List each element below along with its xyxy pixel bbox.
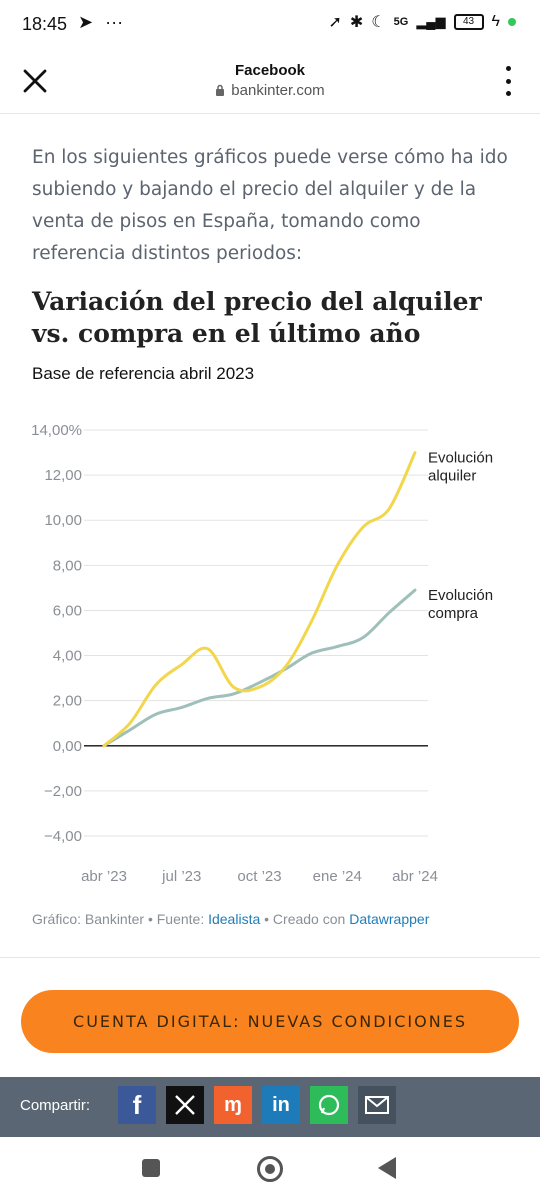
share-email-button[interactable] xyxy=(358,1086,396,1124)
battery-icon: 43 xyxy=(453,14,484,30)
menu-dot-icon xyxy=(505,66,511,71)
x-tick-label: jul ’23 xyxy=(161,868,201,885)
y-tick-label: −2,00 xyxy=(44,783,82,800)
chart-subtitle: Base de referencia abril 2023 xyxy=(32,364,255,383)
charging-icon: ϟ xyxy=(491,13,500,30)
y-tick-label: 2,00 xyxy=(53,693,82,710)
status-bar: 18:45 ➤ ··· ➚ ✱ ☾ 5G ▂▄▆ 43 ϟ xyxy=(0,0,540,48)
line-chart: 14,00% 12,00 10,00 8,00 6,00 4,00 2,00 0,00 −2,0… xyxy=(31,422,493,885)
y-tick-label: 14,00% xyxy=(31,422,82,439)
privacy-indicator-icon xyxy=(508,18,516,26)
share-label: Compartir: xyxy=(20,1097,91,1114)
more-dots-icon: ··· xyxy=(105,12,124,32)
facebook-icon: f xyxy=(132,1089,142,1120)
intro-paragraph: En los siguientes gráficos puede verse c… xyxy=(32,147,508,264)
bluetooth-icon: ✱ xyxy=(349,14,364,31)
series-label-alquiler: Evolución alquiler xyxy=(428,450,493,485)
y-tick-label: −4,00 xyxy=(44,828,82,845)
source-prefix: Gráfico: Bankinter • Fuente: xyxy=(32,911,209,927)
moon-icon: ☾ xyxy=(371,14,386,31)
source-middle: • Creado con xyxy=(260,911,350,927)
chart-source: Gráfico: Bankinter • Fuente: Idealista •… xyxy=(32,911,429,927)
y-tick-label: 12,00 xyxy=(44,467,82,484)
y-tick-label: 4,00 xyxy=(53,648,82,665)
share-facebook-button[interactable]: f xyxy=(118,1086,156,1124)
back-button[interactable] xyxy=(378,1157,396,1179)
close-button[interactable] xyxy=(18,64,52,98)
x-tick-label: ene ’24 xyxy=(313,868,362,885)
series-line-alquiler xyxy=(102,451,417,748)
share-meneame-button[interactable]: ɱ xyxy=(214,1086,252,1124)
battery-level: 43 xyxy=(462,16,475,27)
x-tick-label: abr ’24 xyxy=(392,868,438,885)
share-linkedin-button[interactable]: in xyxy=(262,1086,300,1124)
divider xyxy=(0,957,540,958)
url-text: bankinter.com xyxy=(231,82,325,99)
email-icon xyxy=(365,1096,389,1114)
series-label-compra: Evolución compra xyxy=(428,587,493,622)
x-tick-label: oct ’23 xyxy=(237,868,281,885)
x-icon xyxy=(175,1095,195,1115)
y-tick-label: 8,00 xyxy=(53,557,82,574)
linkedin-icon: in xyxy=(272,1093,290,1116)
status-time: 18:45 xyxy=(22,14,68,34)
navigation-icon: ➚ xyxy=(328,14,342,31)
network-type: 5G xyxy=(393,16,409,28)
page-url: bankinter.com xyxy=(0,82,540,100)
overflow-menu-button[interactable] xyxy=(496,66,520,96)
share-bar: Compartir: f ɱ in xyxy=(0,1077,540,1137)
page-source-title: Facebook xyxy=(234,62,306,79)
y-tick-label: 0,00 xyxy=(53,738,82,755)
idealista-link[interactable]: Idealista xyxy=(208,911,261,927)
close-icon xyxy=(23,69,47,93)
y-tick-label: 6,00 xyxy=(53,602,82,619)
browser-topbar: Facebook bankinter.com xyxy=(0,48,540,114)
location-arrow-icon: ➤ xyxy=(78,12,94,32)
signal-icon: ▂▄▆ xyxy=(416,14,446,29)
y-tick-label: 10,00 xyxy=(44,512,82,529)
chart-title: Variación del precio del alquiler vs. co… xyxy=(32,287,482,348)
whatsapp-icon xyxy=(318,1094,340,1116)
series-line-compra xyxy=(102,588,417,748)
recents-button[interactable] xyxy=(142,1159,160,1177)
share-x-button[interactable] xyxy=(166,1086,204,1124)
datawrapper-link[interactable]: Datawrapper xyxy=(349,911,430,927)
lock-icon xyxy=(215,83,225,100)
cta-button[interactable]: CUENTA DIGITAL: NUEVAS CONDICIONES xyxy=(21,990,519,1053)
meneame-icon: ɱ xyxy=(224,1093,242,1116)
share-whatsapp-button[interactable] xyxy=(310,1086,348,1124)
x-tick-label: abr ’23 xyxy=(81,868,127,885)
home-button[interactable] xyxy=(257,1156,283,1182)
system-navbar xyxy=(0,1137,540,1200)
